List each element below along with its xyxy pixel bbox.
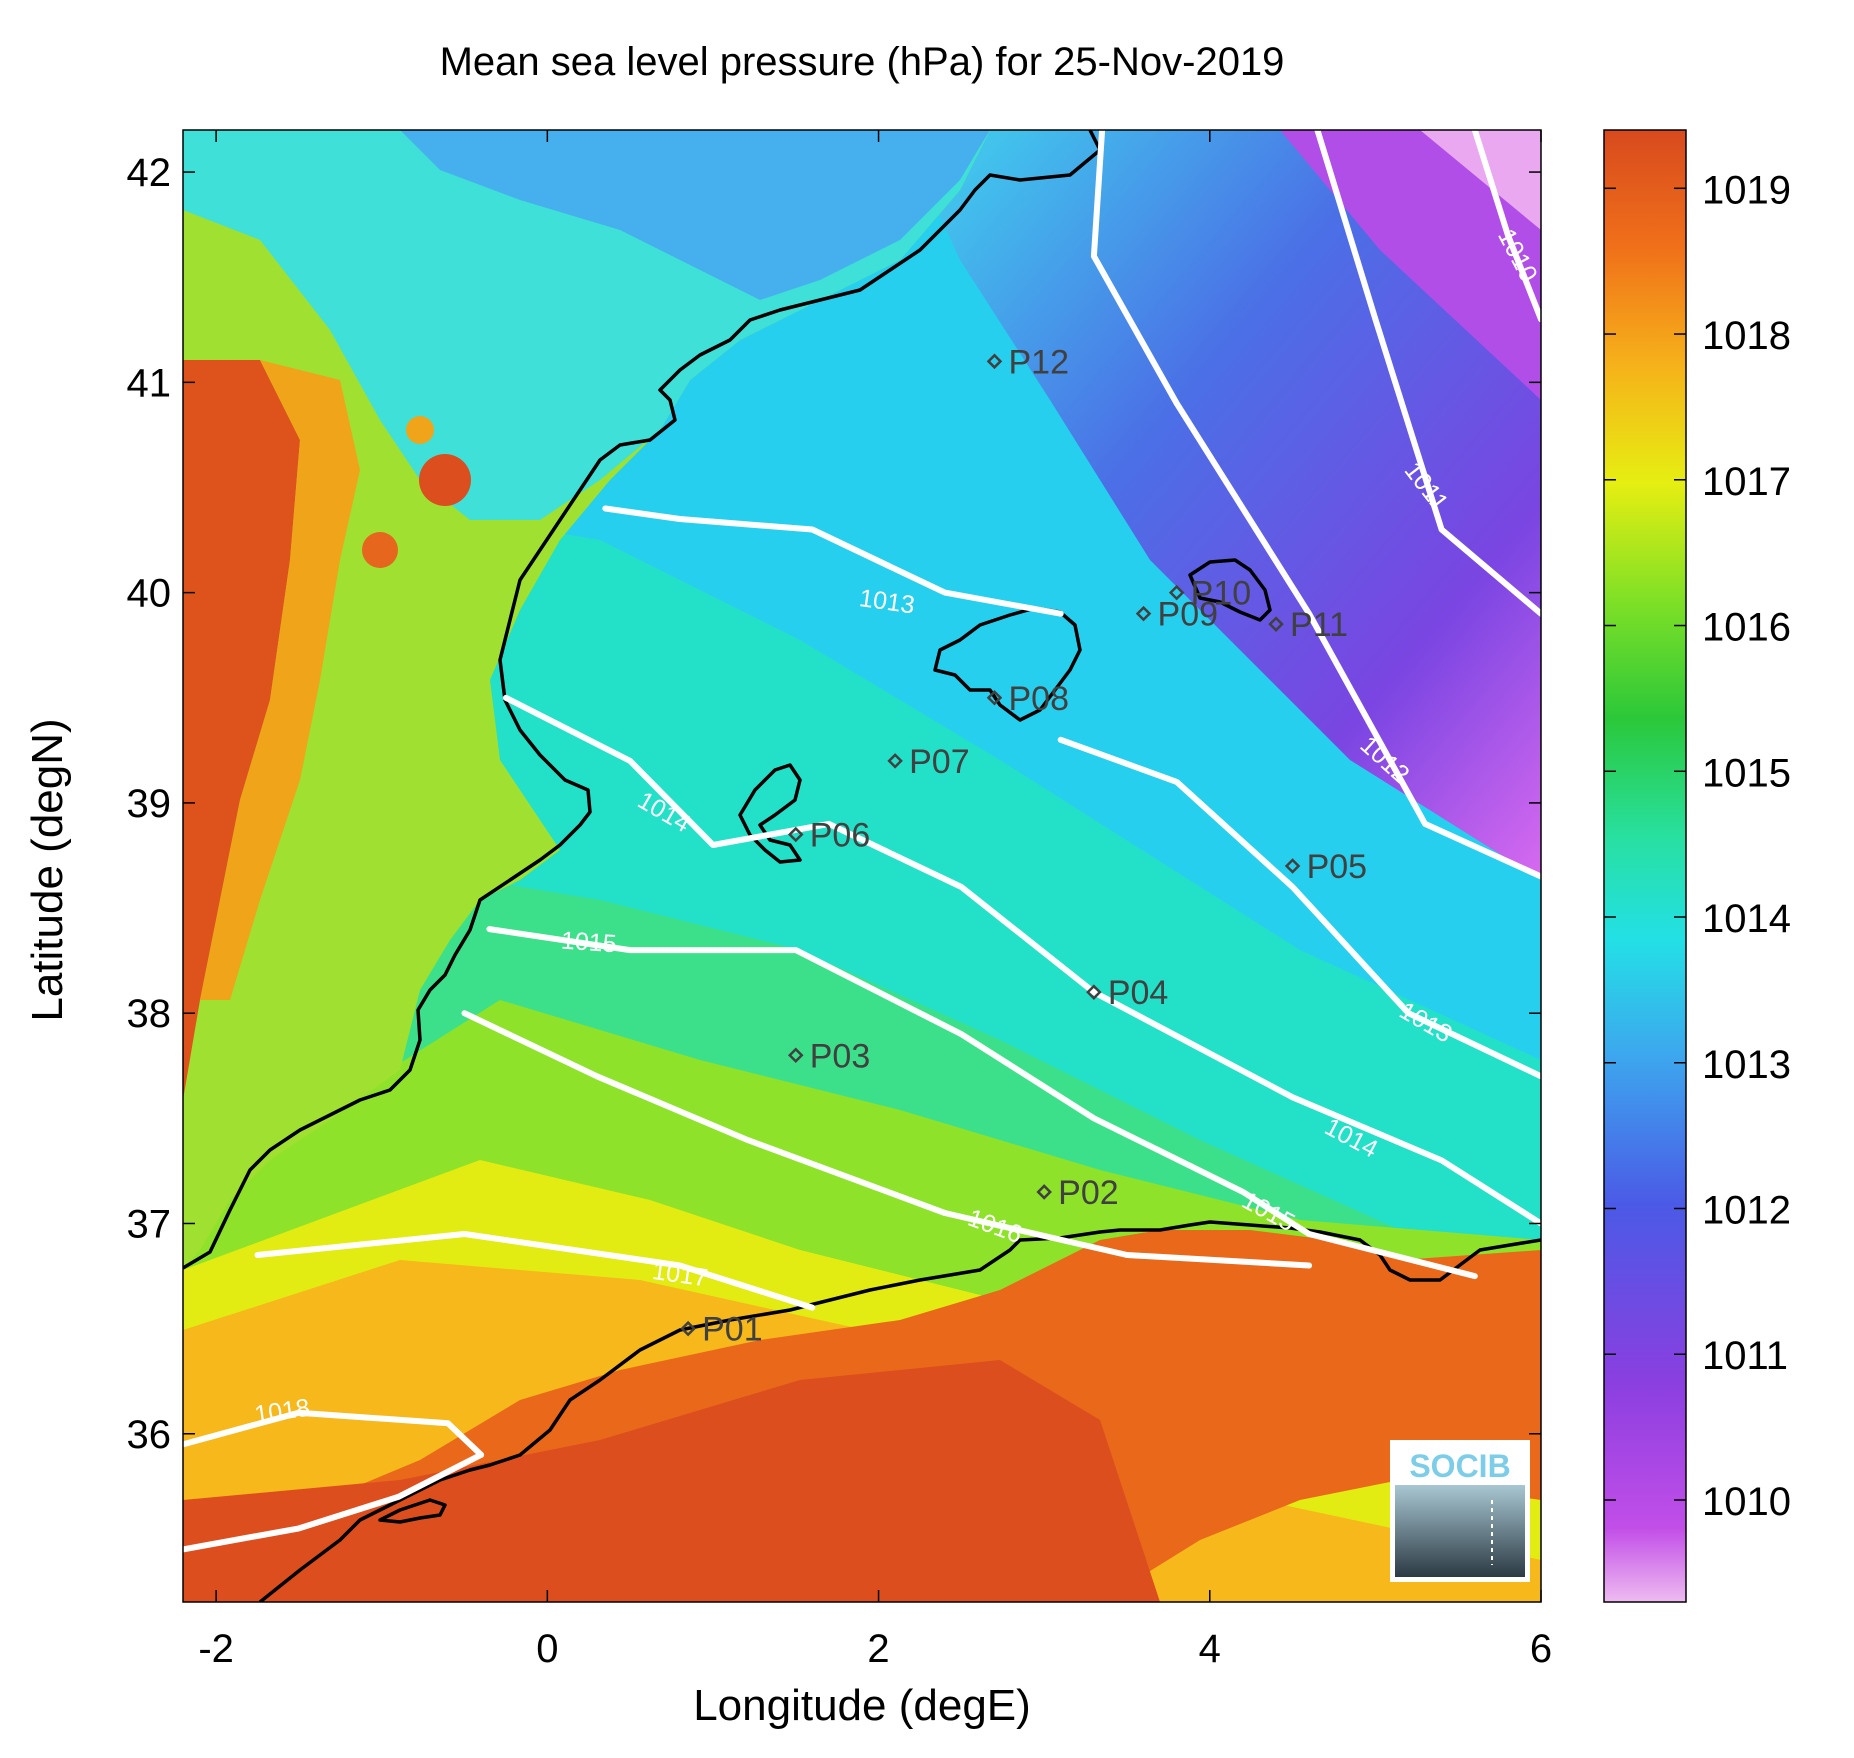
station-label: P06: [810, 816, 871, 854]
mallorca-coastline: [933, 606, 1082, 722]
station-label: P03: [810, 1037, 871, 1075]
station-p06: P06: [787, 816, 871, 854]
colorbar: [1603, 129, 1687, 1603]
contour-line-1013: [1057, 736, 1541, 1080]
inland-high-spot: [419, 454, 471, 506]
colorbar-tick-label: 1011: [1702, 1334, 1788, 1378]
station-p07: P07: [887, 743, 970, 781]
contour-line-1012: [1090, 130, 1541, 880]
contour-line-1014: [502, 694, 1541, 1227]
station-marker: [787, 1047, 804, 1064]
station-p02: P02: [1036, 1174, 1119, 1212]
y-tick-label: 42: [127, 151, 172, 195]
contour-line-1016: [461, 1010, 1313, 1269]
colorbar-tick-label: 1010: [1702, 1480, 1791, 1524]
station-marker: [1135, 605, 1152, 622]
contour-line-1018: [183, 1409, 485, 1458]
station-p08: P08: [986, 680, 1069, 718]
y-axis: 36 37 38 39 40 41 42: [127, 151, 1541, 1457]
station-marker: [1168, 584, 1185, 601]
station-p12: P12: [986, 343, 1069, 381]
pressure-field: [183, 130, 1541, 1602]
colorbar-tick-label: 1012: [1702, 1188, 1791, 1232]
colorbar-tick-label: 1015: [1702, 751, 1791, 795]
field-band-1010: [1280, 130, 1541, 400]
y-tick-label: 40: [127, 572, 172, 616]
y-tick-label: 38: [127, 992, 172, 1036]
x-tick-label: 2: [867, 1627, 889, 1671]
station-label: P04: [1108, 974, 1169, 1012]
iberia-high-core: [183, 360, 300, 1100]
contour-line-1011: [1314, 130, 1541, 617]
station-label: P09: [1158, 596, 1219, 634]
alboran-coastline: [378, 1498, 447, 1524]
ibiza-coastline: [738, 763, 802, 864]
station-p03: P03: [787, 1037, 871, 1075]
station-label: P11: [1290, 606, 1348, 644]
station-label: P10: [1191, 575, 1252, 613]
station-label: P02: [1058, 1174, 1119, 1212]
station-label: P08: [1008, 680, 1069, 718]
station-p01: P01: [680, 1311, 763, 1349]
colorbar-tick-label: 1019: [1702, 168, 1791, 212]
station-marker: [1086, 984, 1102, 1000]
station-marker: [1036, 1184, 1052, 1200]
contour-line-1018: [183, 1451, 485, 1553]
x-tick-label: 6: [1530, 1627, 1552, 1671]
contour-line-1010: [1471, 130, 1541, 323]
contour-line-1017: [254, 1231, 816, 1311]
chart-title: Mean sea level pressure (hPa) for 25-Nov…: [440, 40, 1285, 84]
socib-logo: SOCIB: [1390, 1440, 1530, 1582]
y-tick-label: 39: [127, 782, 172, 826]
colorbar-ticks: 1010 1011 1012 1013 1014 1015 1016 1017 1018 1019: [1604, 168, 1791, 1524]
y-tick-label: 37: [127, 1202, 172, 1246]
contour-line-1015: [486, 926, 1478, 1280]
station-marker: [986, 690, 1003, 706]
contour-line-1013: [602, 505, 1064, 617]
field-band-1011: [900, 130, 1541, 880]
colorbar-tick-label: 1016: [1702, 606, 1791, 650]
colorbar-tick-label: 1017: [1702, 460, 1791, 504]
station-p11: P11: [1268, 606, 1348, 644]
station-label: P12: [1008, 343, 1069, 381]
y-tick-label: 36: [127, 1413, 172, 1457]
y-axis-label: Latitude (degN): [23, 718, 72, 1021]
station-label: P07: [909, 743, 970, 781]
station-marker: [787, 826, 804, 843]
x-tick-label: 4: [1199, 1627, 1221, 1671]
station-marker: [887, 753, 903, 769]
map-frame: [182, 129, 1542, 1603]
station-marker: [680, 1320, 696, 1337]
north-africa-high: [183, 1360, 1160, 1602]
station-p09: P09: [1135, 596, 1219, 634]
station-p05: P05: [1284, 848, 1368, 886]
x-tick-label: 0: [536, 1627, 558, 1671]
contour-layer: [183, 130, 1541, 1553]
station-p04: P04: [1086, 974, 1169, 1012]
north-africa-coastline: [258, 1220, 1541, 1602]
iberia-high-ring: [200, 360, 360, 1000]
x-axis-label: Longitude (degE): [693, 1681, 1031, 1730]
colorbar-tick-label: 1013: [1702, 1043, 1791, 1087]
colorbar-tick-label: 1018: [1702, 314, 1791, 358]
station-marker: [1284, 858, 1301, 874]
contour-label-1015: 1015: [560, 927, 617, 959]
station-marker: [986, 353, 1003, 370]
menorca-coastline: [1188, 558, 1272, 622]
iberia-ne-low: [400, 130, 990, 300]
field-band-1009: [1420, 130, 1541, 230]
colorbar-tick-label: 1014: [1702, 897, 1791, 941]
station-marker: [1268, 616, 1284, 632]
station-label: P05: [1307, 848, 1368, 886]
socib-logo-text: SOCIB: [1409, 1448, 1510, 1484]
x-tick-label: -2: [198, 1627, 234, 1671]
station-p10: P10: [1168, 575, 1252, 613]
station-label: P01: [702, 1311, 763, 1349]
x-axis: -2 0 2 4 6: [198, 130, 1552, 1671]
y-tick-label: 41: [127, 361, 172, 405]
iberia-coastline: [183, 130, 1102, 1270]
coastline-layer: [183, 130, 1541, 1602]
